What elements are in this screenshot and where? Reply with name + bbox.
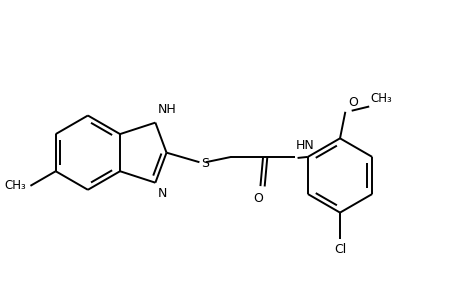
- Text: NH: NH: [158, 103, 176, 116]
- Text: CH₃: CH₃: [5, 179, 26, 192]
- Text: Cl: Cl: [333, 243, 345, 256]
- Text: CH₃: CH₃: [370, 92, 392, 105]
- Text: S: S: [201, 157, 208, 170]
- Text: O: O: [347, 96, 357, 109]
- Text: O: O: [252, 192, 262, 206]
- Text: HN: HN: [295, 139, 314, 152]
- Text: N: N: [157, 187, 167, 200]
